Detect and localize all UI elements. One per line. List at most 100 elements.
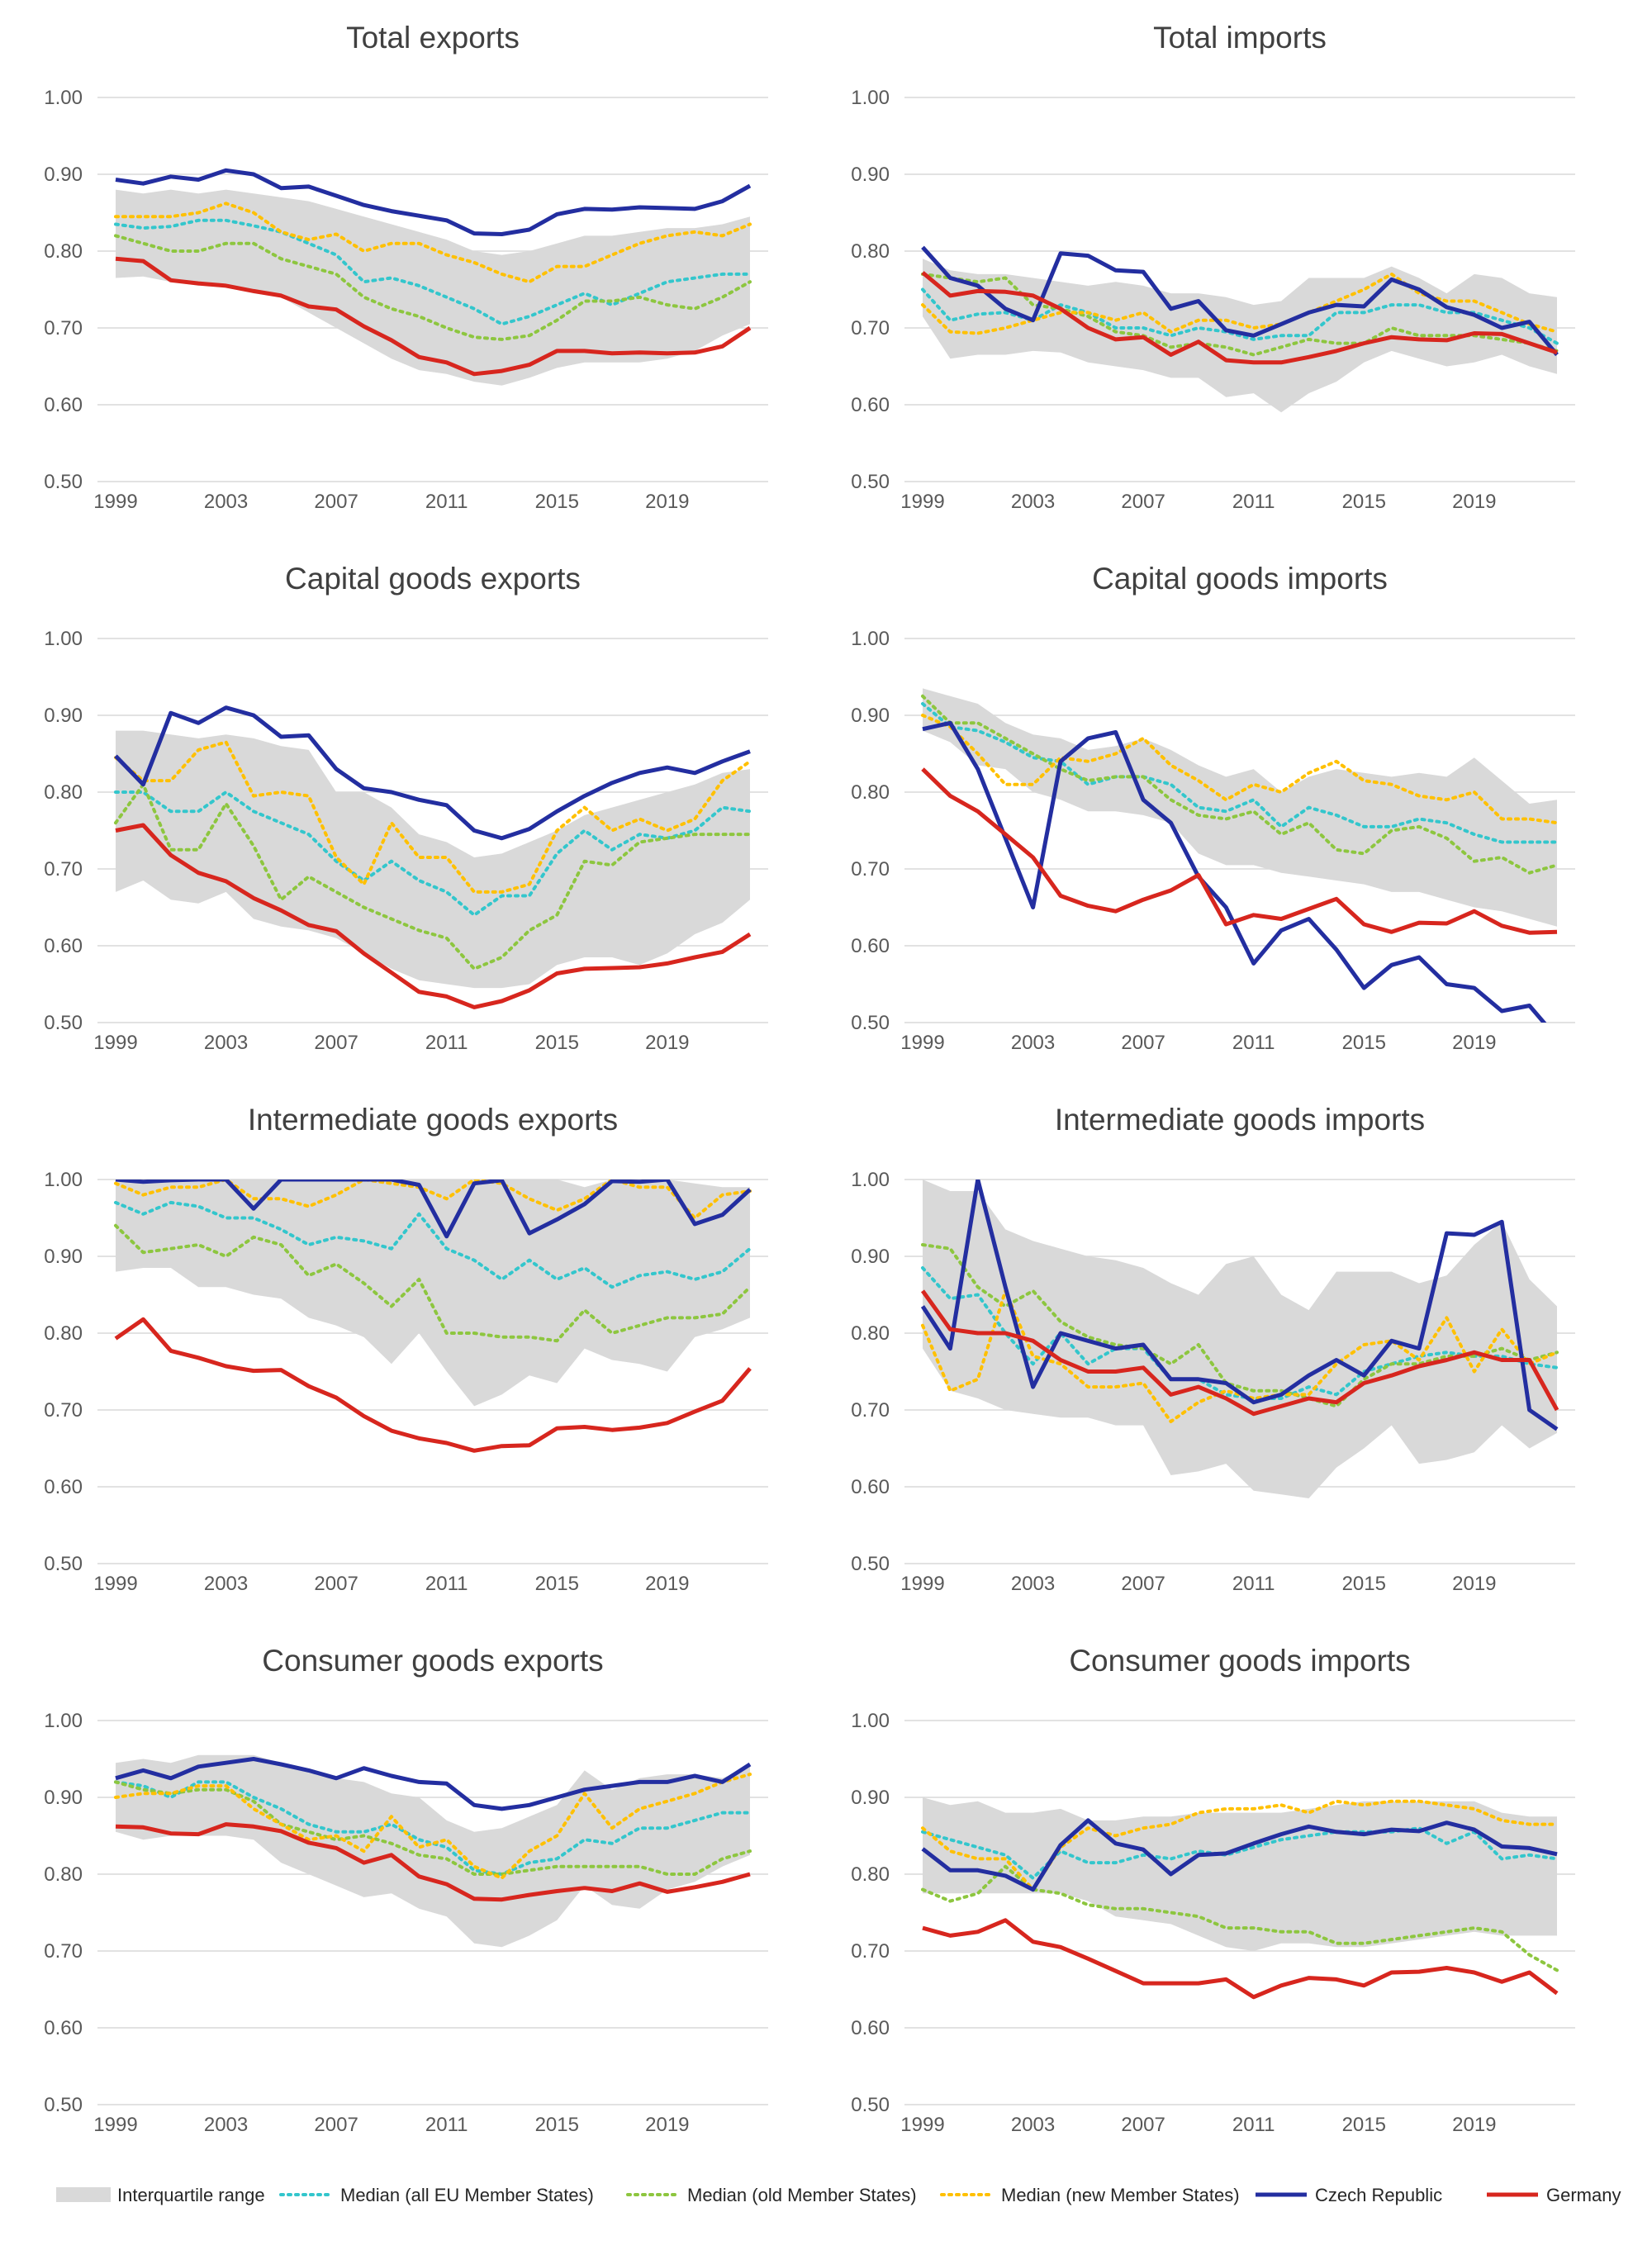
chart-title: Intermediate goods exports: [248, 1103, 618, 1137]
chart-title: Consumer goods exports: [262, 1644, 603, 1678]
x-tick-label: 2003: [204, 491, 248, 513]
iqr-band: [116, 189, 750, 386]
y-tick-label: 0.60: [851, 394, 890, 416]
x-tick-label: 1999: [900, 1573, 944, 1595]
y-tick-label: 0.60: [44, 1476, 83, 1498]
x-tick-label: 2019: [1452, 491, 1496, 513]
iqr-band: [923, 688, 1557, 927]
legend-label: Interquartile range: [117, 2185, 265, 2205]
x-tick-label: 2003: [1011, 1032, 1055, 1054]
y-tick-label: 0.80: [851, 1322, 890, 1345]
chart-title: Total imports: [1153, 21, 1327, 55]
x-tick-label: 2019: [645, 1032, 689, 1054]
y-tick-label: 0.50: [851, 471, 890, 493]
series-line-de: [115, 256, 752, 377]
x-tick-label: 2015: [535, 1032, 579, 1054]
x-tick-label: 2015: [1342, 491, 1386, 513]
y-tick-label: 1.00: [851, 87, 890, 109]
series-line-all: [921, 1266, 1559, 1400]
y-tick-label: 0.60: [851, 1476, 890, 1498]
y-tick-label: 1.00: [851, 1710, 890, 1732]
y-tick-label: 0.80: [851, 240, 890, 263]
y-tick-label: 0.50: [44, 1553, 83, 1575]
legend-item-old: Median (old Member States): [626, 2185, 917, 2205]
y-tick-label: 0.60: [44, 394, 83, 416]
charts-grid: Total exports 0.50 0.60 0.70 0.80 0.90 1.00 199…: [44, 21, 1575, 2136]
y-tick-label: 0.50: [44, 1012, 83, 1034]
y-tick-label: 0.70: [851, 317, 890, 339]
series-line-cz: [115, 168, 752, 236]
x-tick-label: 2011: [1232, 2114, 1275, 2136]
y-tick-label: 0.90: [44, 164, 83, 186]
chart-panel: Total exports 0.50 0.60 0.70 0.80 0.90 1.00 199…: [44, 21, 768, 513]
y-tick-label: 1.00: [44, 87, 83, 109]
x-tick-label: 1999: [900, 491, 944, 513]
y-tick-label: 0.50: [44, 471, 83, 493]
y-tick-label: 0.70: [44, 858, 83, 881]
series-line-cz: [115, 1180, 752, 1239]
x-tick-label: 2019: [645, 2114, 689, 2136]
x-tick-label: 2015: [1342, 1573, 1386, 1595]
series-line-new: [114, 1773, 752, 1880]
series-line-new: [921, 714, 1559, 825]
series-line-cz: [921, 245, 1559, 357]
x-tick-label: 2019: [645, 1573, 689, 1595]
y-tick-label: 0.70: [44, 1940, 83, 1963]
chart-title: Capital goods exports: [285, 562, 581, 596]
x-tick-label: 2011: [1232, 491, 1275, 513]
legend-label: Median (old Member States): [687, 2185, 917, 2205]
iqr-band: [116, 1180, 750, 1407]
x-tick-label: 2007: [314, 1573, 358, 1595]
y-tick-label: 0.90: [44, 705, 83, 727]
x-tick-label: 2003: [1011, 491, 1055, 513]
legend-label: Czech Republic: [1315, 2185, 1442, 2205]
series-line-de: [921, 767, 1558, 935]
x-tick-label: 2019: [1452, 2114, 1496, 2136]
series-line-old: [921, 1243, 1559, 1408]
x-tick-label: 1999: [93, 491, 137, 513]
y-tick-label: 0.80: [44, 781, 83, 804]
legend-label: Median (all EU Member States): [340, 2185, 594, 2205]
series-line-old: [921, 694, 1559, 875]
y-tick-label: 1.00: [44, 628, 83, 650]
chart-title: Consumer goods imports: [1069, 1644, 1410, 1678]
y-tick-label: 0.70: [851, 858, 890, 881]
series-line-new: [114, 740, 752, 894]
series-line-all: [114, 790, 752, 917]
x-tick-label: 1999: [93, 1573, 137, 1595]
x-tick-label: 1999: [900, 1032, 944, 1054]
series-line-cz: [921, 1818, 1558, 1892]
legend-item-new: Median (new Member States): [940, 2185, 1240, 2205]
x-tick-label: 2015: [1342, 2114, 1386, 2136]
x-tick-label: 2003: [1011, 1573, 1055, 1595]
x-tick-label: 2007: [314, 2114, 358, 2136]
x-tick-label: 2011: [425, 1573, 468, 1595]
series-line-all: [114, 1780, 752, 1876]
x-tick-label: 2019: [645, 491, 689, 513]
chart-panel: Consumer goods imports 0.50 0.60 0.70 0.80 0.…: [851, 1644, 1575, 2136]
x-tick-label: 2019: [1452, 1573, 1496, 1595]
x-tick-label: 2015: [535, 1573, 579, 1595]
x-tick-label: 2007: [314, 1032, 358, 1054]
series-line-de: [921, 271, 1558, 365]
series-line-all: [114, 1200, 752, 1289]
x-tick-label: 2011: [425, 491, 468, 513]
y-tick-label: 0.50: [851, 2094, 890, 2116]
legend-item-iqr: Interquartile range: [56, 2185, 265, 2205]
series-line-de: [922, 1918, 1559, 2000]
x-tick-label: 2007: [1121, 491, 1165, 513]
y-tick-label: 0.80: [851, 781, 890, 804]
series-line-cz: [114, 705, 751, 841]
chart-panel: Capital goods exports 0.50 0.60 0.70 0.80 0.9…: [44, 562, 768, 1054]
x-tick-label: 2015: [535, 2114, 579, 2136]
x-tick-label: 2007: [1121, 1032, 1165, 1054]
series-line-de: [115, 823, 752, 1009]
y-tick-label: 1.00: [44, 1169, 83, 1191]
chart-panel: Capital goods imports 0.50 0.60 0.70 0.80 0.9…: [851, 562, 1575, 1054]
series-line-old: [114, 1780, 752, 1876]
y-tick-label: 0.80: [44, 240, 83, 263]
y-tick-label: 0.70: [851, 1940, 890, 1963]
chart-panel: Intermediate goods imports 0.50 0.60 0.70 0.…: [851, 1103, 1575, 1595]
y-tick-label: 0.70: [44, 317, 83, 339]
y-tick-label: 0.50: [851, 1553, 890, 1575]
